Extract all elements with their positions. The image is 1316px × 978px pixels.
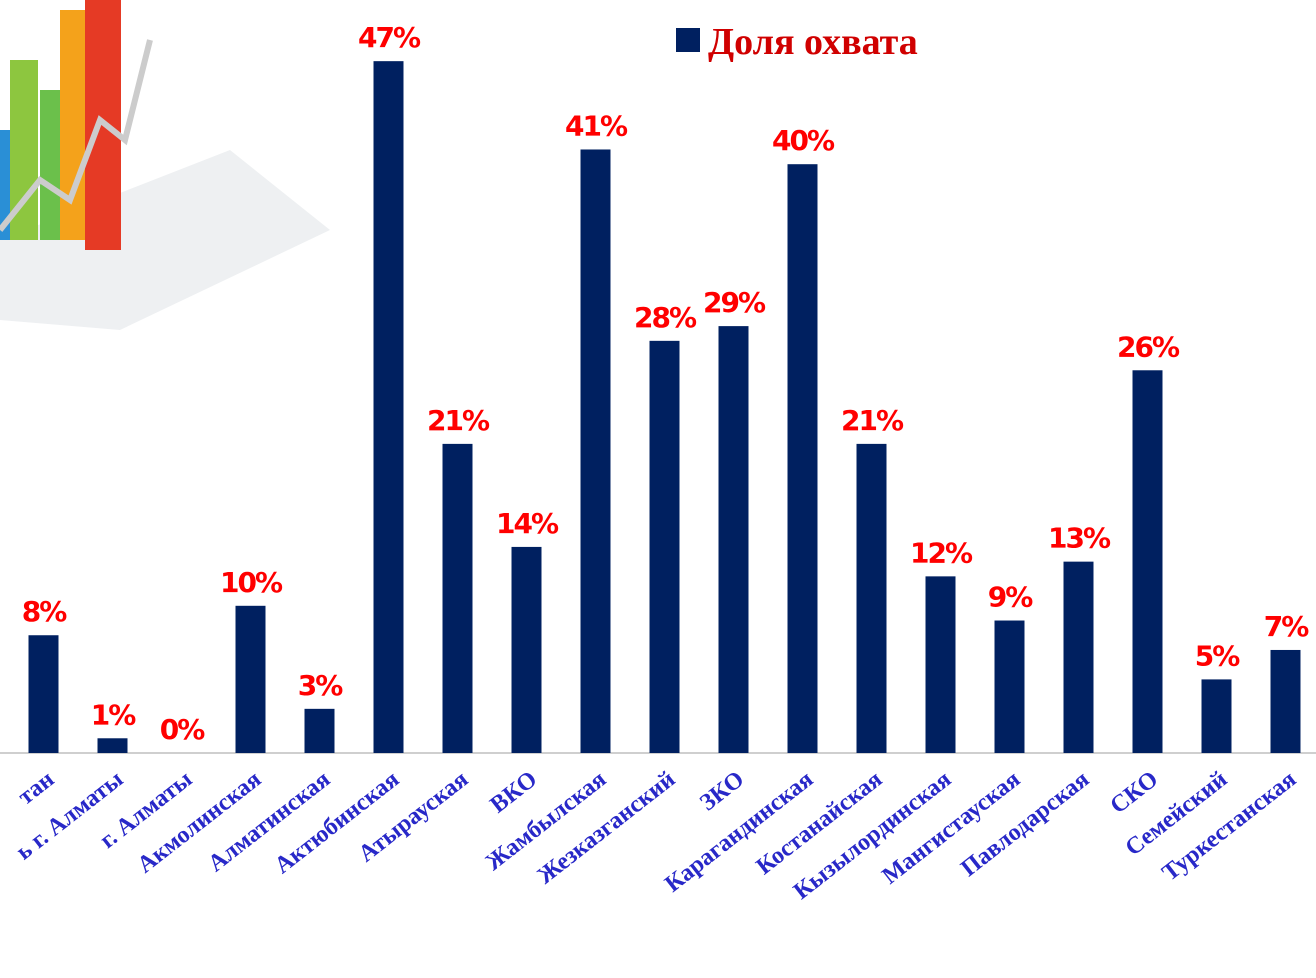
bar bbox=[926, 576, 956, 753]
bar bbox=[374, 61, 404, 753]
value-label: 3% bbox=[298, 669, 343, 702]
bar bbox=[857, 444, 887, 753]
value-label: 41% bbox=[565, 109, 628, 142]
legend-label: Доля охвата bbox=[708, 21, 918, 63]
x-tick-label: ЗКО bbox=[695, 766, 749, 816]
bar bbox=[305, 709, 335, 753]
value-label: 5% bbox=[1195, 639, 1240, 672]
value-label: 7% bbox=[1264, 610, 1309, 643]
x-tick-label: ВКО bbox=[486, 766, 543, 818]
bar bbox=[995, 621, 1025, 753]
decorative-image bbox=[0, 0, 330, 330]
bar bbox=[1133, 370, 1163, 753]
value-label: 0% bbox=[160, 713, 205, 746]
chart: Доля охвата 8%тан1%ь г. Алматы0%г. Алмат… bbox=[0, 0, 1316, 978]
bar bbox=[650, 341, 680, 753]
bar bbox=[512, 547, 542, 753]
value-label: 28% bbox=[634, 301, 697, 334]
value-label: 26% bbox=[1117, 330, 1180, 363]
value-label: 14% bbox=[496, 507, 559, 540]
value-label: 21% bbox=[427, 404, 490, 437]
value-label: 29% bbox=[703, 286, 766, 319]
bar bbox=[29, 635, 59, 753]
bar bbox=[236, 606, 266, 753]
value-label: 1% bbox=[91, 698, 136, 731]
x-tick-label: тан bbox=[13, 766, 59, 810]
bar bbox=[719, 326, 749, 753]
bar bbox=[1271, 650, 1301, 753]
bar bbox=[788, 164, 818, 753]
value-label: 10% bbox=[220, 566, 283, 599]
value-label: 12% bbox=[910, 536, 973, 569]
bar bbox=[98, 738, 128, 753]
value-label: 8% bbox=[22, 595, 67, 628]
bar bbox=[1202, 679, 1232, 753]
x-tick-label: СКО bbox=[1106, 766, 1164, 819]
value-label: 40% bbox=[772, 124, 835, 157]
value-label: 21% bbox=[841, 404, 904, 437]
legend-swatch bbox=[676, 28, 700, 52]
value-label: 47% bbox=[358, 21, 421, 54]
bar bbox=[581, 149, 611, 753]
value-label: 9% bbox=[988, 581, 1033, 614]
bar bbox=[443, 444, 473, 753]
bar bbox=[1064, 562, 1094, 753]
x-tick-label: Алматинская bbox=[203, 766, 335, 877]
value-label: 13% bbox=[1048, 522, 1111, 555]
